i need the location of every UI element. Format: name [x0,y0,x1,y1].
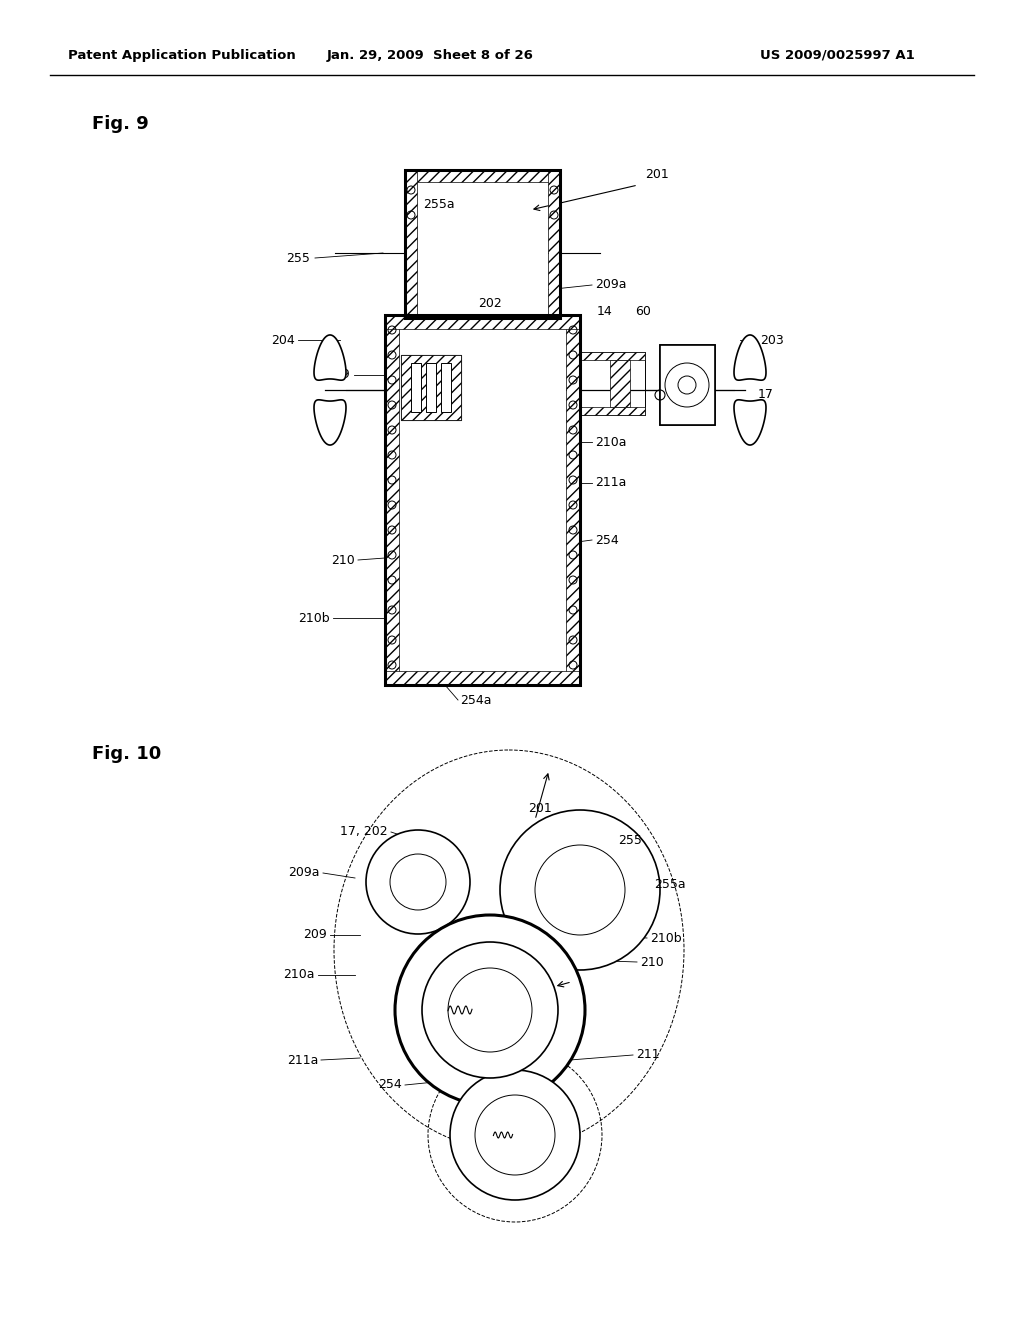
Text: 209a: 209a [289,866,319,879]
Bar [406,170,560,318]
Text: 201: 201 [645,169,669,181]
Text: 14: 14 [597,305,613,318]
Bar [406,170,560,182]
Bar [580,407,645,414]
Text: US 2009/0025997 A1: US 2009/0025997 A1 [760,49,914,62]
Text: 210: 210 [331,553,355,566]
Text: 210a: 210a [284,969,315,982]
Polygon shape [734,335,766,380]
Bar [417,182,548,318]
Text: 209: 209 [327,368,350,381]
Polygon shape [314,400,346,445]
Text: 211a: 211a [287,1053,318,1067]
Text: Fig. 9: Fig. 9 [92,115,148,133]
Text: 204: 204 [271,334,295,346]
Bar [411,363,421,412]
Bar [441,363,451,412]
Circle shape [450,1071,580,1200]
Text: 17: 17 [758,388,774,401]
Text: 254: 254 [378,1078,402,1092]
Text: 202: 202 [478,297,502,310]
Text: 210b: 210b [298,611,330,624]
Text: 17, 202: 17, 202 [340,825,388,838]
Text: 209: 209 [303,928,327,941]
Text: 60: 60 [635,305,651,318]
Text: 211a: 211a [595,477,627,490]
Circle shape [500,810,660,970]
Text: Jan. 29, 2009  Sheet 8 of 26: Jan. 29, 2009 Sheet 8 of 26 [327,49,534,62]
Bar [580,352,645,414]
Circle shape [422,942,558,1078]
Polygon shape [314,335,346,380]
Text: 211: 211 [636,1048,659,1061]
Text: 201: 201 [528,801,552,814]
Circle shape [395,915,585,1105]
Bar [401,355,461,420]
Text: Patent Application Publication: Patent Application Publication [68,49,296,62]
Text: Fig. 10: Fig. 10 [92,744,161,763]
Bar [580,352,645,360]
Bar [385,315,580,329]
Bar [406,170,417,318]
Text: 255a: 255a [654,879,686,891]
Text: 255a: 255a [423,198,455,211]
Text: 210a: 210a [595,436,627,449]
Bar [399,329,566,671]
Bar [385,671,580,685]
Polygon shape [734,400,766,445]
Bar [548,170,560,318]
Text: 254a: 254a [460,693,492,706]
Bar [426,363,436,412]
Bar [566,315,580,685]
Circle shape [535,845,625,935]
Bar [610,360,630,407]
Circle shape [475,1096,555,1175]
Circle shape [449,968,532,1052]
Text: 254a: 254a [493,1155,523,1168]
Text: 203: 203 [760,334,783,346]
Text: 255: 255 [618,833,642,846]
Text: 209a: 209a [595,279,627,292]
Bar [660,345,715,425]
Text: 255: 255 [286,252,310,264]
Text: 210: 210 [640,956,664,969]
Circle shape [366,830,470,935]
Bar [385,315,399,685]
Bar [401,355,461,420]
Bar [385,315,580,685]
Bar [660,345,715,425]
Text: 254: 254 [595,533,618,546]
Circle shape [390,854,446,909]
Text: 210b: 210b [650,932,682,945]
